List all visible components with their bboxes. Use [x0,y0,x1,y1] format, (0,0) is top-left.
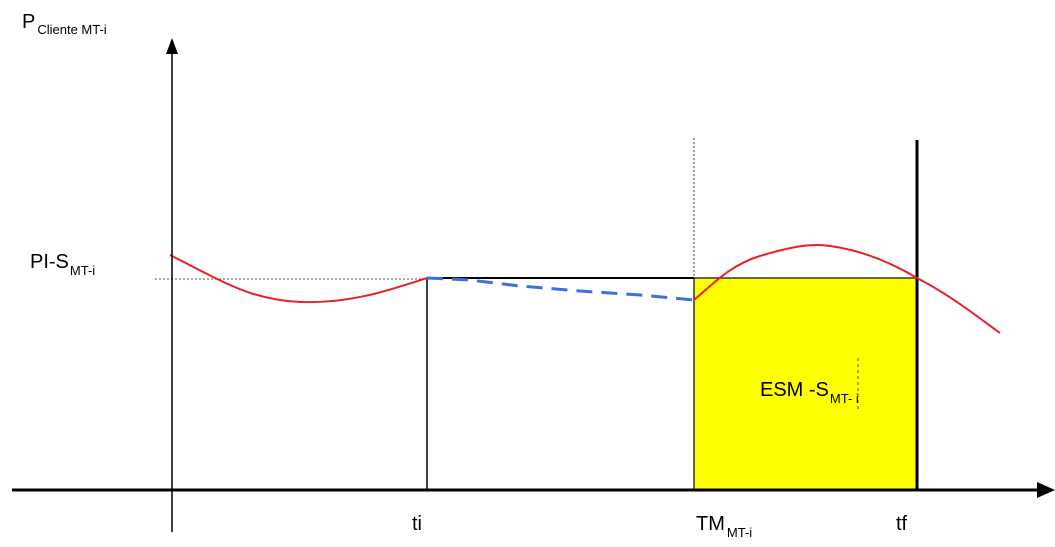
esm-area-label: ESM -SMT- i [760,379,859,406]
arrow-up-icon [166,38,178,54]
power-curve [169,244,1001,334]
y-axis-label: P Cliente MT-i [22,11,107,37]
dashed-projection-line [426,276,695,302]
tf-label: tf [896,513,908,535]
threshold-label: PI-SMT-i [30,251,95,278]
arrow-right-icon [1037,482,1055,498]
ti-label: ti [412,513,422,535]
esm-shaded-area [693,277,918,491]
tm-label: TM MT-i [696,513,752,540]
